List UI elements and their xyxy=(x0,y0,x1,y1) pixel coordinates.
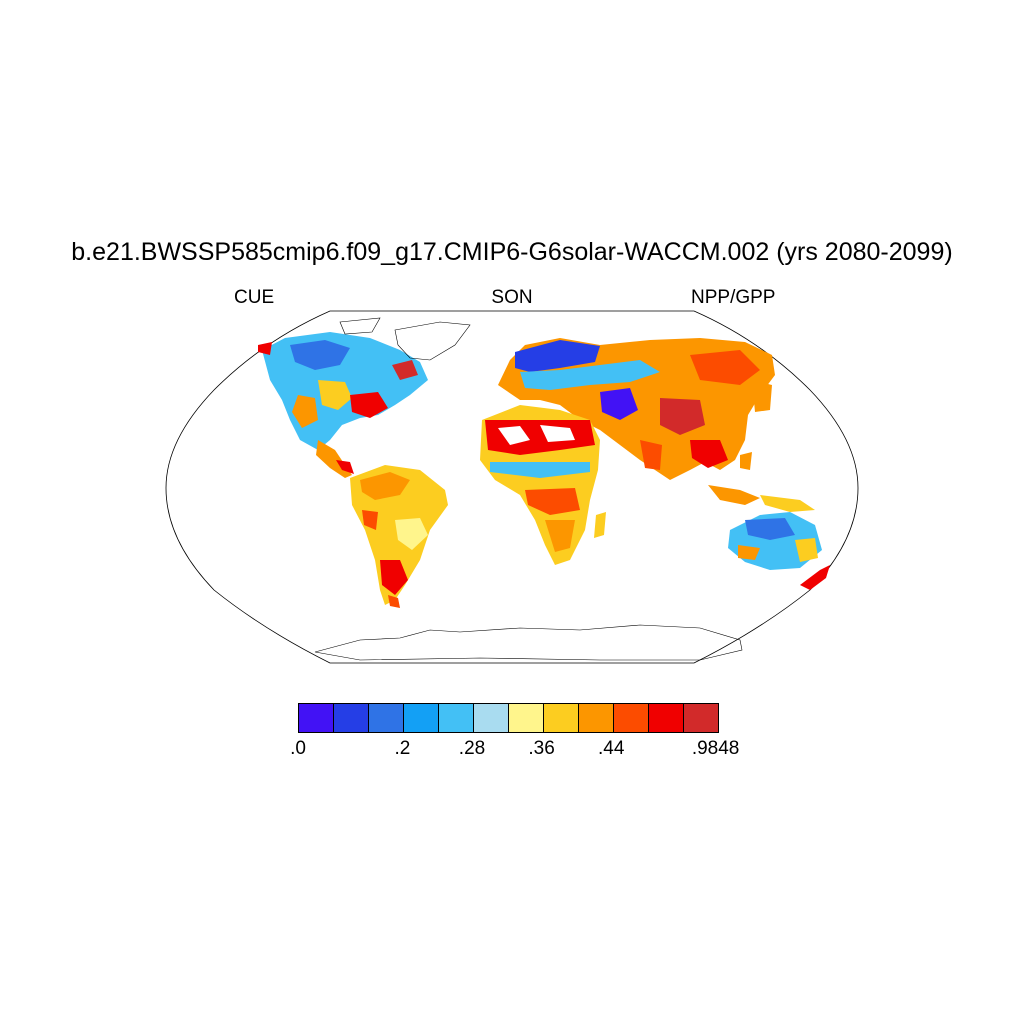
colorbar-tick-label: .2 xyxy=(394,738,411,759)
figure-title: b.e21.BWSSP585cmip6.f09_g17.CMIP6-G6sola… xyxy=(71,238,953,266)
map-boundary xyxy=(165,310,859,664)
colorbar xyxy=(298,703,719,733)
colorbar-swatch xyxy=(684,704,718,732)
colorbar-tick-label: .9848 xyxy=(691,738,740,759)
colorbar-swatch xyxy=(369,704,404,732)
colorbar-tick-label: .28 xyxy=(458,738,486,759)
colorbar-swatch xyxy=(439,704,474,732)
colorbar-swatch xyxy=(509,704,544,732)
new-zealand-landmass xyxy=(800,565,830,590)
season-label: SON xyxy=(491,287,533,308)
colorbar-tick-label: .44 xyxy=(597,738,625,759)
africa-landmass xyxy=(480,405,606,565)
colorbar-swatch xyxy=(649,704,684,732)
colorbar-swatch xyxy=(404,704,439,732)
south-america-landmass xyxy=(350,465,448,608)
north-america-landmass xyxy=(258,332,428,478)
eurasia-landmass xyxy=(498,338,775,480)
antarctica-outline xyxy=(314,624,743,661)
southeast-asia-islands xyxy=(708,452,815,512)
colorbar-swatch xyxy=(579,704,614,732)
australia-landmass xyxy=(728,512,822,570)
colorbar-swatch xyxy=(299,704,334,732)
colorbar-swatch xyxy=(544,704,579,732)
greenland-outline xyxy=(339,317,471,361)
colorbar-tick-label: .0 xyxy=(290,738,306,759)
quantity-label: NPP/GPP xyxy=(691,287,776,308)
colorbar-swatch xyxy=(474,704,509,732)
variable-label: CUE xyxy=(234,287,275,308)
colorbar-swatch xyxy=(334,704,369,732)
colorbar-tick-label: .36 xyxy=(528,738,555,759)
colorbar-swatch xyxy=(614,704,649,732)
